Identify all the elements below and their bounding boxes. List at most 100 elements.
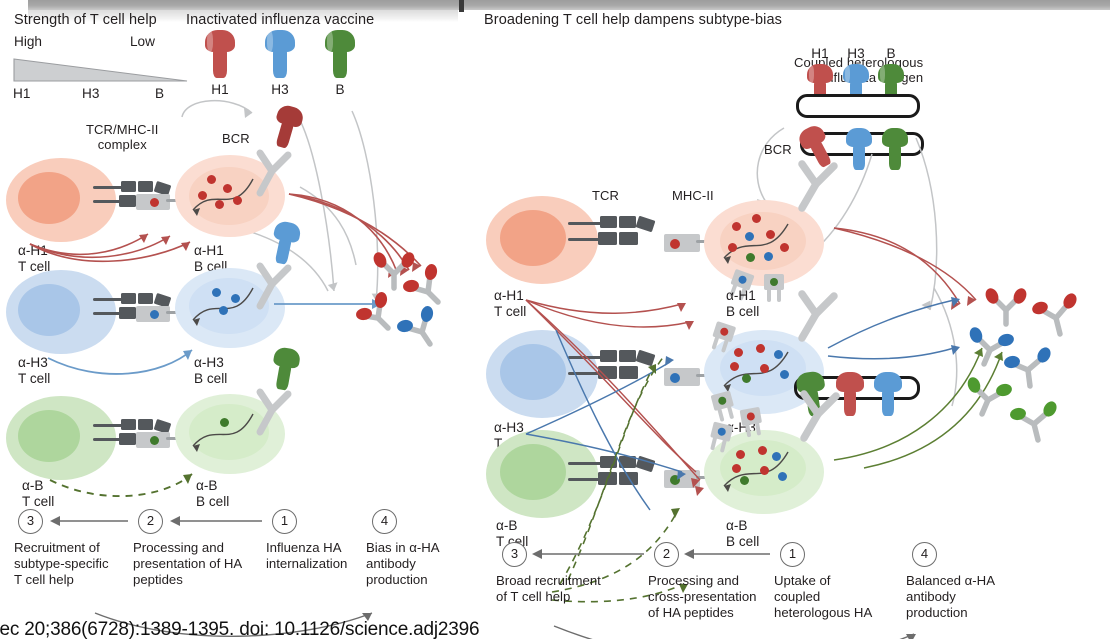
- peptide-dot: [742, 374, 751, 383]
- step-4-text: Bias in α-HA antibody production: [366, 540, 440, 588]
- peptide-dot: [778, 472, 787, 481]
- b-cell-h3: [175, 268, 285, 348]
- right-step-connectors: [532, 549, 916, 639]
- right-panel: Broadening T cell help dampens subtype-b…: [464, 0, 1110, 639]
- scaffold3-antigen-h1: [836, 372, 864, 416]
- help-arrow-h1: [29, 233, 191, 263]
- bcr-h3-right: [798, 290, 838, 342]
- b-cell-h3-right-path: [723, 351, 789, 392]
- peptide-dot: [728, 243, 737, 252]
- peptide-dot: [231, 294, 240, 303]
- step-2-badge: 2: [138, 509, 163, 534]
- construct-antigen-h1-label: H1: [811, 46, 829, 61]
- construct-antigen-h1: [807, 64, 833, 106]
- b-cell-h1-internalization-path: [192, 178, 254, 216]
- construct-antigen-h3-label: H3: [847, 46, 865, 61]
- scaffold2-antigen-h3: [846, 128, 872, 170]
- peptide-dot: [734, 348, 743, 357]
- vaccine-antigen-b: [325, 30, 355, 78]
- vaccine-antigen-h3-label: H3: [271, 82, 289, 97]
- step-1-text: Influenza HA internalization: [266, 540, 348, 572]
- peptide-dot: [233, 196, 242, 205]
- t-cell-h1-right-label: α-H1 T cell: [494, 288, 527, 319]
- antigen-scaffold-top: [796, 94, 920, 118]
- t-cell-b-right: [486, 430, 598, 518]
- b-cell-b-internalization-path: [192, 413, 254, 452]
- legend-high-label: High: [14, 34, 42, 49]
- peptide-dot: [212, 288, 221, 297]
- peptide-dot: [756, 344, 765, 353]
- peptide-dot: [740, 476, 749, 485]
- vaccine-antigen-b-label: B: [335, 82, 345, 97]
- step-1-badge-right: 1: [780, 542, 805, 567]
- step-3-badge-right: 3: [502, 542, 527, 567]
- tcr-b-right: [568, 452, 658, 492]
- legend-title: Strength of T cell help: [14, 12, 157, 28]
- peptide-dot: [730, 362, 739, 371]
- bcr-h1: [256, 149, 292, 197]
- t-cell-h1-label: α-H1 T cell: [18, 243, 51, 274]
- bcr-h1-right: [798, 160, 838, 212]
- legend-tick-h3: H3: [82, 86, 100, 101]
- scaffold2-antigen-b: [882, 128, 908, 170]
- bcr-b-right: [800, 390, 840, 442]
- help-strength-wedge: [13, 58, 188, 82]
- peptide-dot: [780, 370, 789, 379]
- peptide-dot: [220, 418, 229, 427]
- legend-tick-h1: H1: [13, 86, 31, 101]
- bcr-h3: [256, 262, 292, 310]
- help-arrow-h3: [47, 349, 193, 375]
- peptide-dot: [219, 306, 228, 315]
- peptide-dot: [736, 450, 745, 459]
- construct-antigen-b: [878, 64, 904, 106]
- step-3-text: Recruitment of subtype-specific T cell h…: [14, 540, 109, 588]
- peptide-dot: [198, 191, 207, 200]
- tcr-mhc-annotation: TCR/MHC-II complex: [86, 122, 159, 152]
- t-cell-h3-label: α-H3 T cell: [18, 355, 51, 386]
- peptide-dot: [774, 350, 783, 359]
- peptide-dot: [780, 243, 789, 252]
- step-4-badge-right: 4: [912, 542, 937, 567]
- peptide-dot: [764, 252, 773, 261]
- peptide-dot: [732, 222, 741, 231]
- b-cell-b-label: α-B B cell: [196, 478, 230, 509]
- step-3-text-right: Broad recruitment of T cell help: [496, 573, 601, 605]
- b-cell-h1-right: [704, 200, 824, 286]
- step-4-text-right: Balanced α-HA antibody production: [906, 573, 995, 621]
- peptide-dot: [760, 364, 769, 373]
- peptide-dot: [746, 253, 755, 262]
- left-step-connectors: [50, 516, 373, 638]
- b-cell-b-right-label: α-B B cell: [726, 518, 760, 549]
- step-1-text-right: Uptake of coupled heterologous HA: [774, 573, 873, 621]
- help-arrow-b-dashed: [49, 473, 193, 497]
- construct-antigen-h3: [843, 64, 869, 106]
- peptide-dot: [745, 232, 754, 241]
- b-cell-b-right-path: [723, 451, 789, 492]
- peptide-dot: [766, 230, 775, 239]
- step-2-text-right: Processing and cross-presentation of HA …: [648, 573, 757, 621]
- mhc-annotation: MHC-II: [672, 188, 714, 203]
- tcr-annotation: TCR: [592, 188, 620, 203]
- vaccine-antigen-h1: [205, 30, 235, 78]
- step-2-badge-right: 2: [654, 542, 679, 567]
- vaccine-antigen-h1-label: H1: [211, 82, 229, 97]
- b-cell-h3-label: α-H3 B cell: [194, 355, 228, 386]
- step-2-text: Processing and presentation of HA peptid…: [133, 540, 243, 588]
- peptide-dot: [760, 466, 769, 475]
- bcr-b: [256, 388, 292, 436]
- surface-mhc-h1-green: [764, 274, 788, 304]
- t-cell-b: [6, 396, 116, 480]
- bcr-annotation-right: BCR: [764, 142, 792, 157]
- bcr-annotation: BCR: [222, 131, 250, 146]
- construct-antigen-b-label: B: [886, 46, 896, 61]
- slide-top-band: [28, 0, 1110, 10]
- antibody-cluster-biased: [356, 252, 441, 347]
- slide-top-band-fade: [28, 10, 458, 22]
- panel-divider: [459, 0, 464, 12]
- citation-text: Dec 20;386(6728):1389-1395. doi: 10.1126…: [0, 619, 480, 639]
- b-cell-b-right: [704, 430, 824, 514]
- antibody-output-arrows-h1: [288, 193, 422, 278]
- legend-tick-b: B: [155, 86, 165, 101]
- peptide-dot: [207, 175, 216, 184]
